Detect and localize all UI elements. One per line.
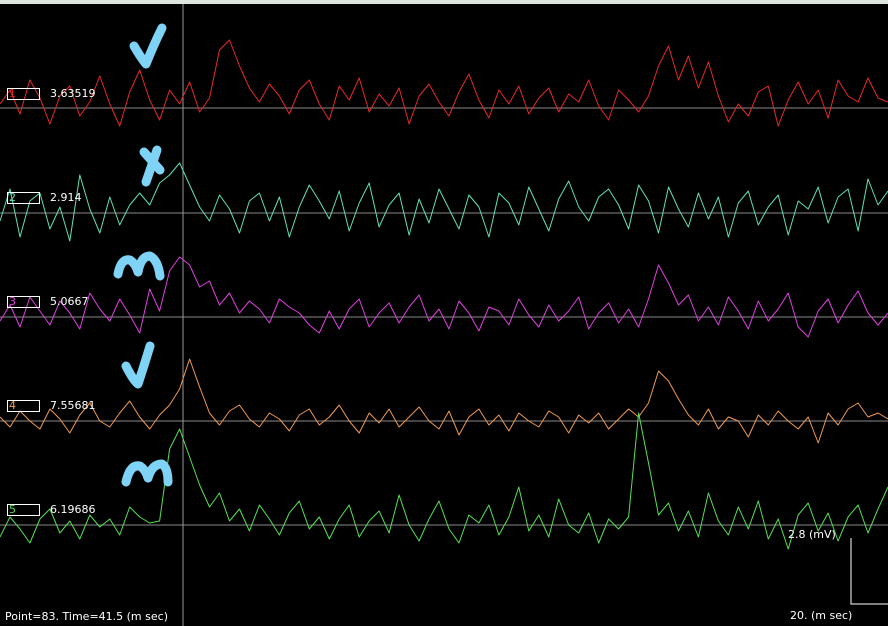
annotation-check-1 [129,23,167,69]
annotation-m-3 [113,251,165,281]
annotation-m-5 [121,459,173,487]
channel-5-value: 6.19686 [50,503,96,516]
channel-5-number-box[interactable]: 5 [7,504,40,516]
channel-2-value: 2.914 [50,191,82,204]
trace-channel-3 [0,256,888,338]
y-scale-label: 2.8 (mV) [788,528,836,541]
channel-1-number-box[interactable]: 1 [7,88,40,100]
waveform-plot[interactable] [0,4,888,626]
trace-channel-4 [0,358,888,444]
channel-2-number-box[interactable]: 2 [7,192,40,204]
annotation-check-4 [121,341,155,389]
annotation-x-2 [139,145,165,187]
cursor-status-readout: Point=83. Time=41.5 (m sec) [5,610,168,623]
trace-channel-1 [0,39,888,127]
channel-3-value: 5.0667 [50,295,89,308]
channel-4-number-box[interactable]: 4 [7,400,40,412]
window-top-edge [0,0,888,4]
x-scale-label: 20. (m sec) [790,609,853,622]
trace-channel-5 [0,412,888,550]
channel-1-value: 3.63519 [50,87,96,100]
scale-bar [850,538,888,605]
channel-4-value: 7.55681 [50,399,96,412]
trace-channel-2 [0,162,888,242]
channel-3-number-box[interactable]: 3 [7,296,40,308]
